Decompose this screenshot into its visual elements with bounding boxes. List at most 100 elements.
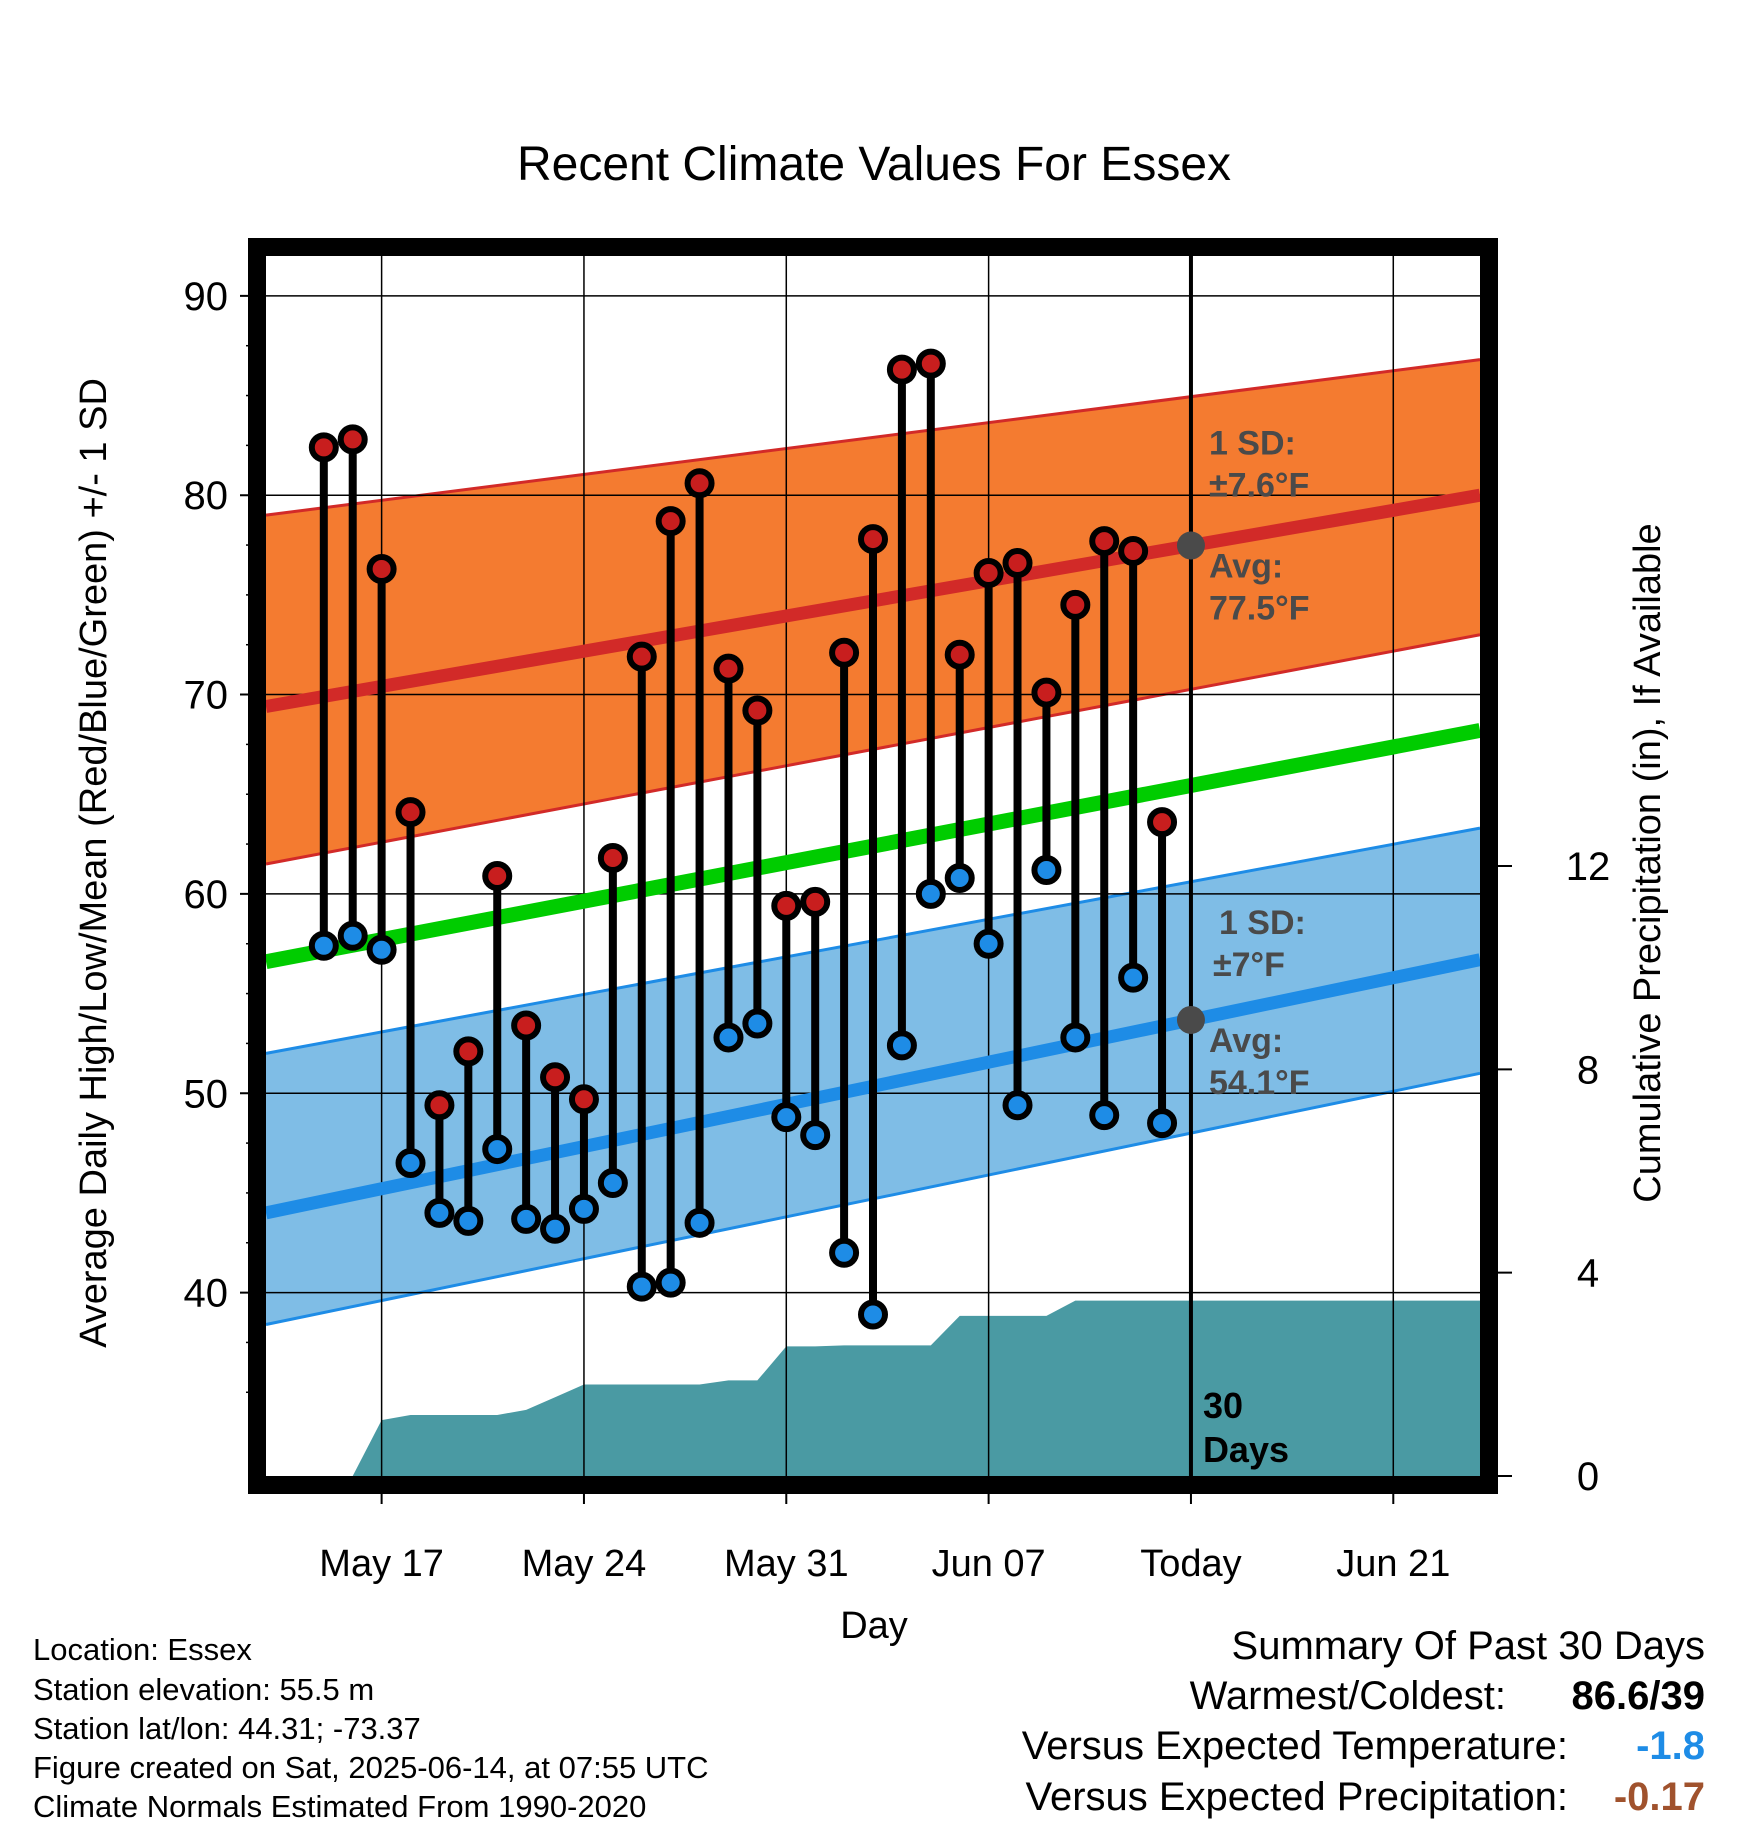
high-point <box>626 641 657 672</box>
x-tick-label: Jun 07 <box>932 1543 1046 1585</box>
y-tick-label: 50 <box>184 1072 229 1116</box>
axes: 40 50 60 70 80 90 0 4 8 12 May 17 May 24 May 31 Jun 0… <box>184 275 1611 1585</box>
low-point <box>1118 962 1149 993</box>
high-avg-value: 77.5°F <box>1209 590 1310 628</box>
x-axis-label: Day <box>840 1605 908 1647</box>
y-tick-label: 90 <box>184 275 229 319</box>
high-point <box>1060 589 1091 620</box>
y-tick-label: 70 <box>184 674 229 718</box>
low-avg-value: 54.1°F <box>1209 1064 1310 1102</box>
high-point <box>1002 547 1033 578</box>
x-tick-label: Today <box>1140 1543 1241 1585</box>
low-point <box>1089 1100 1120 1131</box>
info-elevation: Station elevation: 55.5 m <box>33 1672 375 1707</box>
high-point <box>366 553 397 584</box>
low-point <box>944 862 975 893</box>
high-point <box>540 1062 571 1093</box>
low-point <box>1147 1108 1178 1139</box>
precip-area <box>352 1300 1480 1476</box>
high-point <box>511 1010 542 1041</box>
low-point <box>511 1203 542 1234</box>
low-point <box>1060 1022 1091 1053</box>
y-axis-label: Average Daily High/Low/Mean (Red/Blue/Gr… <box>73 378 115 1348</box>
daily-range-bars <box>308 348 1178 1330</box>
high-band-upper-edge <box>265 358 1481 517</box>
y2-tick-label: 0 <box>1577 1455 1599 1499</box>
low-point <box>800 1120 831 1151</box>
summary-temp-value: -1.8 <box>1636 1724 1705 1768</box>
high-point <box>684 468 715 499</box>
summary-title: Summary Of Past 30 Days <box>1231 1624 1705 1668</box>
chart-title: Recent Climate Values For Essex <box>517 138 1231 191</box>
low-point <box>771 1102 802 1133</box>
precipitation-area <box>352 1300 1480 1476</box>
low-point <box>482 1134 513 1165</box>
info-location: Location: Essex <box>33 1632 252 1667</box>
y2-tick-label: 8 <box>1577 1048 1599 1092</box>
low-point <box>337 920 368 951</box>
high-point <box>337 424 368 455</box>
x-tick-label: Jun 21 <box>1336 1543 1450 1585</box>
period-label-number: 30 <box>1203 1385 1243 1426</box>
period-label-unit: Days <box>1203 1429 1289 1470</box>
low-sd-value: ±7°F <box>1213 946 1285 984</box>
x-tick-label: May 17 <box>319 1543 444 1585</box>
low-point <box>713 1022 744 1053</box>
low-point <box>366 934 397 965</box>
low-point <box>886 1030 917 1061</box>
info-normals: Climate Normals Estimated From 1990-2020 <box>33 1789 647 1824</box>
y-tick-label: 60 <box>184 873 229 917</box>
high-point <box>597 843 628 874</box>
x-tick-label: May 31 <box>724 1543 849 1585</box>
high-point <box>1147 807 1178 838</box>
high-point <box>308 432 339 463</box>
summary-precip-label: Versus Expected Precipitation: <box>1025 1775 1568 1819</box>
y2-axis-label: Cumulative Precipitation (in), If Availa… <box>1627 523 1669 1202</box>
low-point <box>684 1207 715 1238</box>
y2-tick-label: 4 <box>1577 1252 1599 1296</box>
low-point <box>655 1267 686 1298</box>
summary-temp-label: Versus Expected Temperature: <box>1021 1724 1568 1768</box>
low-sd-label: 1 SD: <box>1219 904 1306 942</box>
high-point <box>1118 536 1149 567</box>
high-avg-label: Avg: <box>1209 548 1283 586</box>
low-point <box>626 1271 657 1302</box>
info-latlon: Station lat/lon: 44.31; -73.37 <box>33 1711 421 1746</box>
y-tick-label: 80 <box>184 474 229 518</box>
low-point <box>829 1237 860 1268</box>
low-point <box>597 1167 628 1198</box>
today-low-normal-dot <box>1176 1005 1205 1034</box>
high-point <box>568 1084 599 1115</box>
high-point <box>453 1036 484 1067</box>
high-point <box>800 886 831 917</box>
high-point <box>482 860 513 891</box>
high-point <box>424 1090 455 1121</box>
high-point <box>858 524 888 555</box>
low-point <box>742 1008 773 1039</box>
high-point <box>829 637 860 668</box>
y2-tick-label: 12 <box>1566 845 1611 889</box>
high-sd-label: 1 SD: <box>1209 425 1296 463</box>
low-point <box>1031 854 1062 885</box>
high-point <box>771 890 802 921</box>
high-point <box>742 695 773 726</box>
summary-warmest-value: 86.6/39 <box>1571 1674 1705 1718</box>
today-high-normal-dot <box>1176 531 1205 560</box>
high-point <box>973 557 1004 588</box>
low-point <box>453 1205 484 1236</box>
x-tick-label: May 24 <box>522 1543 647 1585</box>
low-point <box>308 930 339 961</box>
high-point <box>944 639 975 670</box>
high-point <box>1089 526 1120 557</box>
low-point <box>568 1193 599 1224</box>
low-point <box>1002 1090 1033 1121</box>
low-point <box>973 928 1004 959</box>
low-point <box>395 1148 426 1179</box>
high-point <box>1031 677 1062 708</box>
low-point <box>858 1299 888 1330</box>
low-avg-label: Avg: <box>1209 1022 1283 1060</box>
y-tick-label: 40 <box>184 1272 229 1316</box>
high-point <box>713 653 744 684</box>
normal-annotations: 1 SD: ±7.6°F Avg: 77.5°F 1 SD: ±7°F Avg: 54.1°F… <box>1176 425 1310 1470</box>
